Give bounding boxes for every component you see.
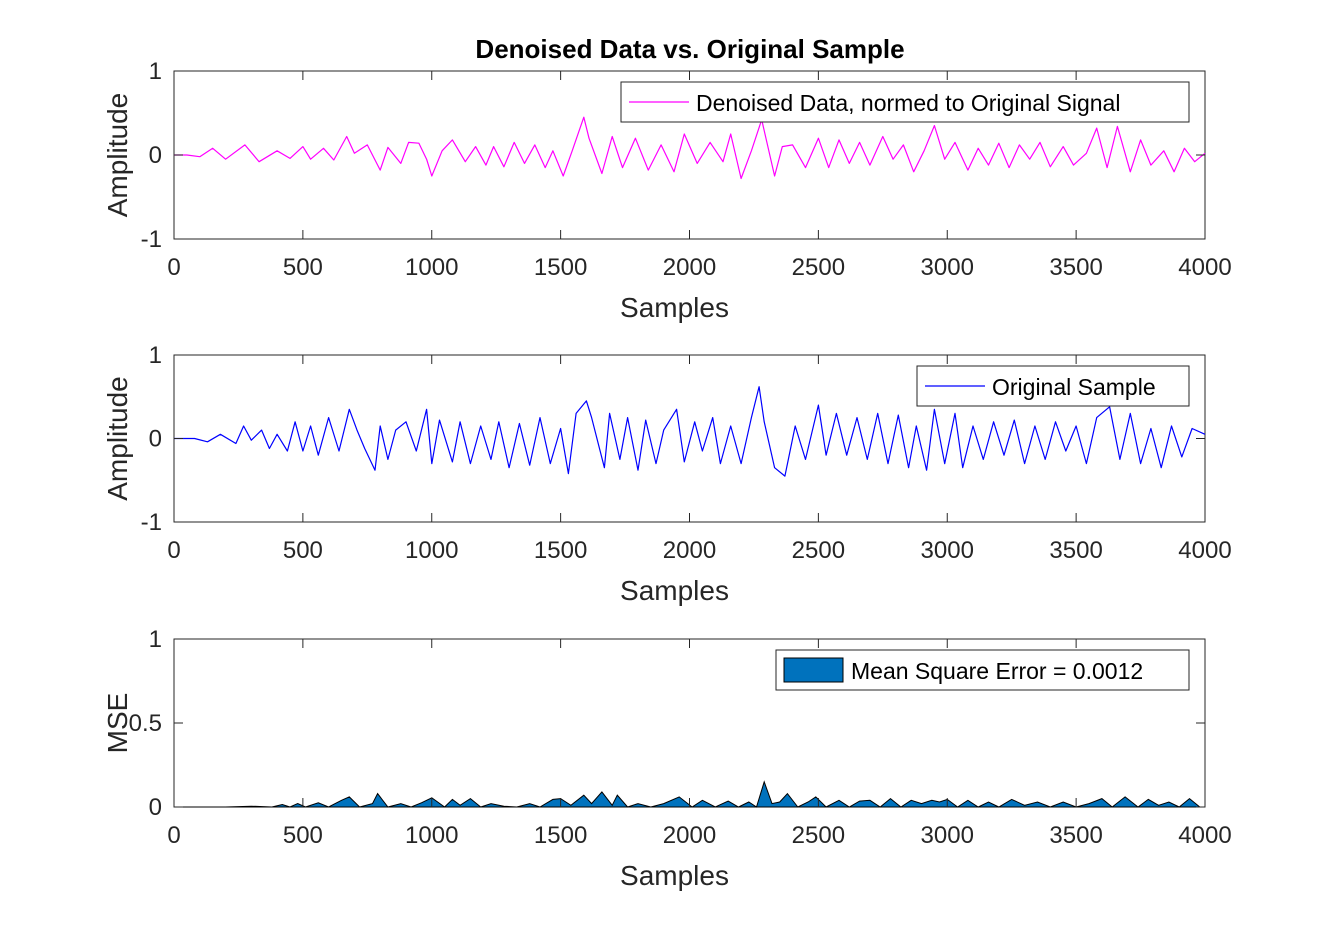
x-tick-label: 3500 — [1049, 254, 1102, 281]
x-tick-label: 1000 — [405, 254, 458, 281]
x-tick-label: 4000 — [1178, 254, 1231, 281]
figure-title: Denoised Data vs. Original Sample — [475, 34, 904, 64]
x-tick-label: 500 — [283, 254, 323, 281]
x-tick-label: 0 — [167, 254, 180, 281]
x-tick-label: 4000 — [1178, 822, 1231, 849]
x-tick-label: 1500 — [534, 254, 587, 281]
x-tick-label: 0 — [167, 537, 180, 564]
axes-original: 0 500 1000 1500 2000 2500 3000 3500 4000-101Samp… — [102, 342, 1232, 606]
y-tick-label: -1 — [141, 226, 162, 253]
x-tick-label: 500 — [283, 537, 323, 564]
x-tick-label: 3000 — [921, 537, 974, 564]
x-tick-label: 2000 — [663, 254, 716, 281]
axes-denoised: 0 500 1000 1500 2000 2500 3000 3500 4000-101Samp… — [102, 58, 1232, 323]
legend-box — [620, 81, 1190, 123]
legend-label: Mean Square Error = 0.0012 — [851, 658, 1143, 684]
y-tick-label: 1 — [149, 626, 162, 653]
y-tick-label: 0 — [149, 142, 162, 169]
x-tick-label: 4000 — [1178, 537, 1231, 564]
legend-box — [775, 649, 1190, 691]
x-tick-label: 3500 — [1049, 822, 1102, 849]
legend-swatch — [783, 657, 844, 683]
original-series-line — [174, 386, 1206, 477]
y-tick-label: 1 — [149, 342, 162, 369]
x-tick-label: 2500 — [792, 537, 845, 564]
legend-label: Denoised Data, normed to Original Signal — [696, 90, 1120, 116]
x-tick-label: 500 — [283, 822, 323, 849]
denoised-series-line — [174, 116, 1206, 180]
x-tick-label: 0 — [167, 822, 180, 849]
axes-mse: 0 500 1000 1500 2000 2500 3000 3500 4000 0 0.5 1 Sam… — [102, 626, 1232, 891]
legend-original: Original Sample — [916, 365, 1190, 407]
x-tick-label: 1000 — [405, 822, 458, 849]
y-tick-label: 0.5 — [129, 710, 162, 737]
x-tick-label: 1500 — [534, 822, 587, 849]
y-tick-label: -1 — [141, 509, 162, 536]
x-tick-label: 2000 — [663, 822, 716, 849]
x-axis-label: Samples — [620, 292, 729, 323]
x-tick-label: 1500 — [534, 537, 587, 564]
x-tick-label: 3500 — [1049, 537, 1102, 564]
x-axis-label: Samples — [620, 860, 729, 891]
legend-mse: Mean Square Error = 0.0012 — [775, 649, 1190, 691]
x-tick-label: 3000 — [921, 254, 974, 281]
y-tick-label: 1 — [149, 58, 162, 85]
y-axis-label: MSE — [102, 693, 133, 754]
y-axis-label: Amplitude — [102, 93, 133, 218]
x-tick-label: 2500 — [792, 254, 845, 281]
y-tick-label: 0 — [149, 426, 162, 453]
x-tick-label: 2500 — [792, 822, 845, 849]
x-axis-label: Samples — [620, 575, 729, 606]
x-tick-label: 3000 — [921, 822, 974, 849]
x-tick-label: 2000 — [663, 537, 716, 564]
legend-denoised: Denoised Data, normed to Original Signal — [620, 81, 1190, 123]
y-axis-label: Amplitude — [102, 376, 133, 501]
y-tick-label: 0 — [149, 794, 162, 821]
legend-label: Original Sample — [992, 374, 1156, 400]
x-tick-label: 1000 — [405, 537, 458, 564]
